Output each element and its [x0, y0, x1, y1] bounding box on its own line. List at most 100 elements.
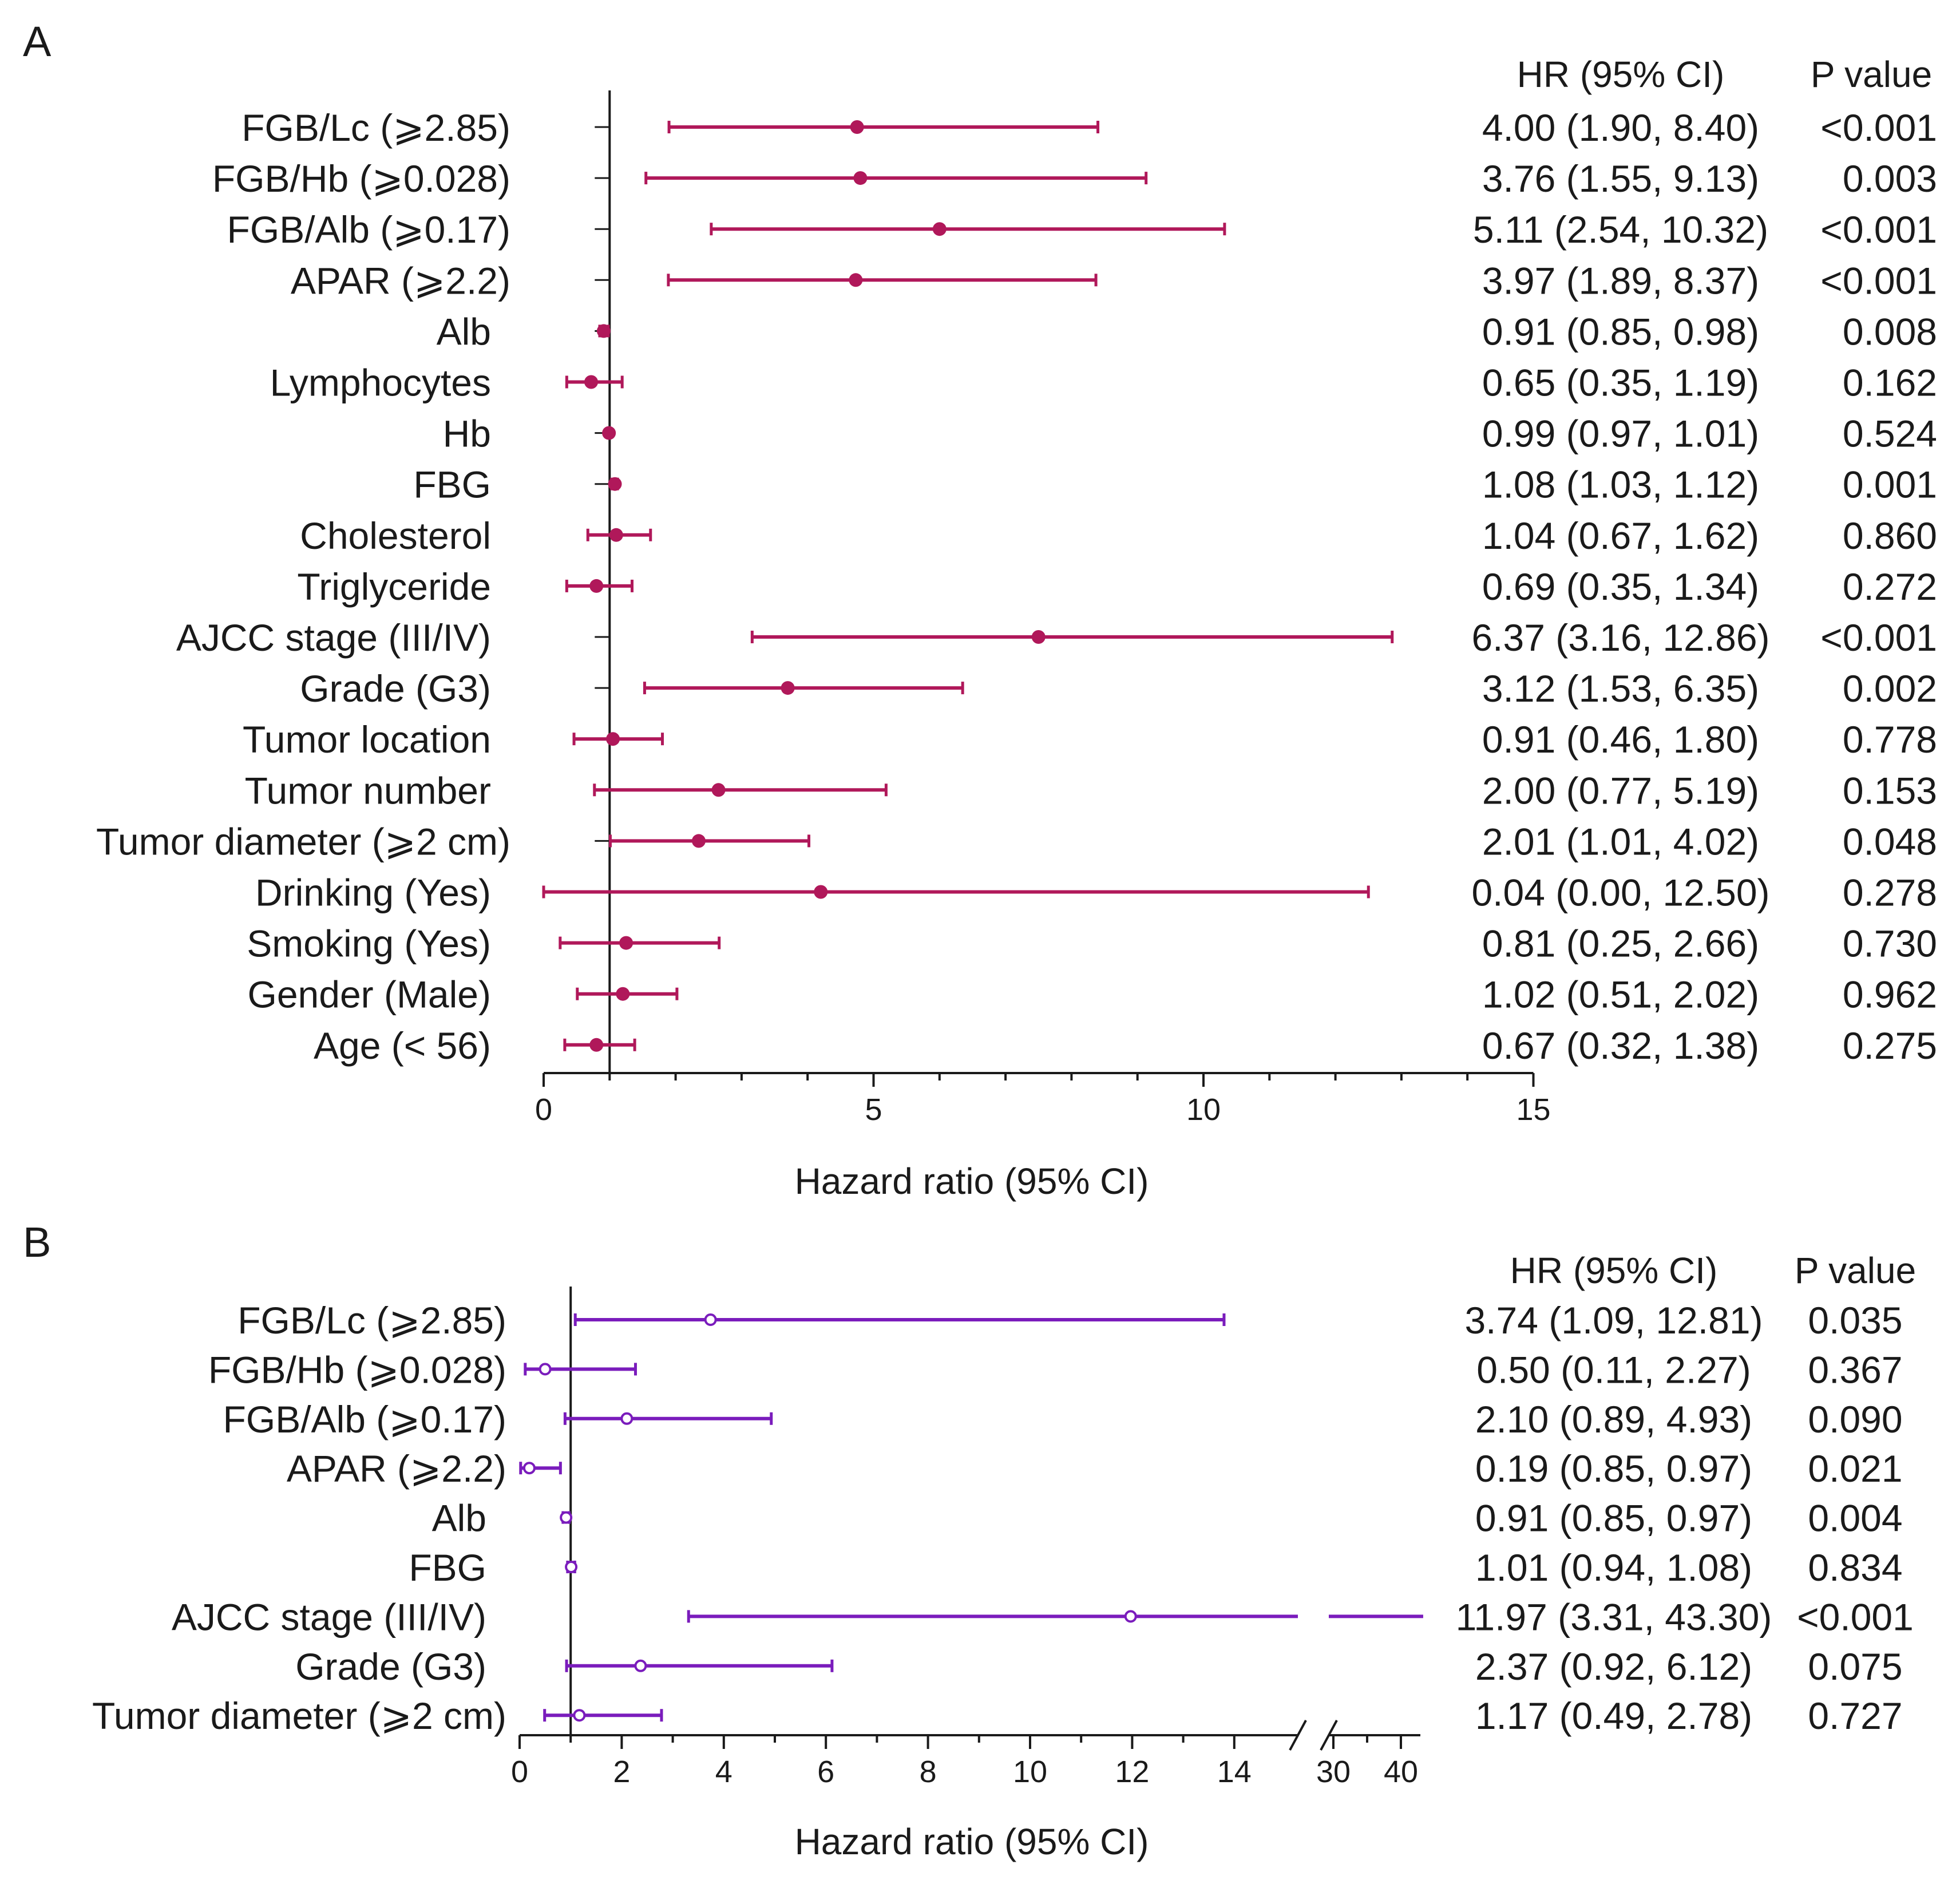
- panel-b-hr-point: [573, 1709, 586, 1722]
- panel-a-hr-point: [616, 987, 630, 1001]
- panel-a-p-value: <0.001: [1820, 208, 1937, 251]
- panel-a-row-label: Tumor diameter (⩾2 cm): [96, 820, 510, 862]
- panel-a-hr-point: [609, 528, 623, 542]
- panel-a-hr-ci-text: 3.97 (1.89, 8.37): [1482, 259, 1759, 302]
- panel-b-x-tick-label: 12: [1115, 1755, 1149, 1789]
- panel-b-x-tick-label: 4: [715, 1755, 732, 1789]
- panel-b-hr-point: [522, 1462, 536, 1475]
- panel-b-p-value: 0.021: [1808, 1447, 1902, 1490]
- panel-b-row-label: FBG: [409, 1546, 486, 1589]
- panel-a-hr-point: [814, 885, 828, 899]
- panel-a-p-value: 0.778: [1843, 718, 1937, 761]
- panel-a-p-value: 0.001: [1843, 464, 1937, 506]
- panel-a-row-label: APAR (⩾2.2): [291, 259, 510, 302]
- panel-a-p-value: 0.962: [1843, 973, 1937, 1016]
- panel-a-hr-point: [853, 171, 868, 185]
- panel-b-hr-point: [538, 1363, 552, 1376]
- panel-b-row-label: AJCC stage (III/IV): [172, 1596, 486, 1638]
- panel-a-row-label: Triglyceride: [297, 565, 491, 608]
- panel-a-row-label: AJCC stage (III/IV): [176, 616, 491, 659]
- panel-b-p-value: 0.834: [1808, 1546, 1902, 1589]
- panel-a-hr-point: [1031, 630, 1046, 644]
- panel-a-hr-ci-text: 1.02 (0.51, 2.02): [1482, 973, 1759, 1016]
- panel-a-hr-ci-text: 0.91 (0.85, 0.98): [1482, 310, 1759, 353]
- panel-a-p-value: <0.001: [1820, 259, 1937, 302]
- panel-b-x-tick-label: 10: [1013, 1755, 1047, 1789]
- panel-a-hr-point: [602, 426, 616, 440]
- panel-a-hr-ci-text: 5.11 (2.54, 10.32): [1473, 208, 1768, 251]
- panel-b-hr-ci-text: 2.37 (0.92, 6.12): [1475, 1645, 1752, 1688]
- panel-b-p-header: P value: [1795, 1250, 1916, 1291]
- panel-a-p-value: <0.001: [1820, 616, 1937, 659]
- panel-a-row-label: Smoking (Yes): [247, 923, 491, 965]
- panel-b-p-value: 0.075: [1808, 1645, 1902, 1688]
- panel-b-hr-ci-text: 0.50 (0.11, 2.27): [1476, 1348, 1751, 1391]
- panel-a-p-value: 0.008: [1843, 310, 1937, 353]
- panel-b-x-tick-label: 8: [920, 1755, 937, 1789]
- panel-b-label: B: [23, 1218, 51, 1266]
- panel-a-row-label: Tumor number: [245, 769, 491, 812]
- panel-a: 0 5 10 15 FGB/Lc (⩾2.85) 4.00 (1.90, 8.40) <0.…: [96, 90, 1937, 1127]
- panel-a-p-value: 0.860: [1843, 514, 1937, 557]
- panel-a-hr-ci-text: 2.00 (0.77, 5.19): [1482, 769, 1759, 812]
- panel-a-hr-point: [589, 579, 604, 593]
- panel-a-hr-ci-text: 0.91 (0.46, 1.80): [1482, 718, 1759, 761]
- panel-a-hr-point: [608, 477, 622, 491]
- panel-b-row-label: APAR (⩾2.2): [287, 1447, 506, 1490]
- panel-a-hr-ci-text: 3.76 (1.55, 9.13): [1482, 157, 1759, 200]
- panel-a-x-tick-label: 0: [535, 1093, 552, 1127]
- panel-b-row-label: FGB/Alb (⩾0.17): [223, 1398, 506, 1440]
- panel-a-hr-point: [850, 120, 864, 134]
- panel-a-p-value: 0.003: [1843, 157, 1937, 200]
- panel-a-x-tick-label: 5: [865, 1093, 882, 1127]
- panel-b-p-value: 0.004: [1808, 1497, 1902, 1539]
- panel-a-hr-ci-text: 3.12 (1.53, 6.35): [1482, 667, 1759, 710]
- panel-a-hr-point: [691, 834, 706, 848]
- panel-b-x-tick-label: 30: [1316, 1755, 1351, 1789]
- panel-a-p-header: P value: [1811, 54, 1932, 95]
- panel-b-hr-header: HR (95% CI): [1510, 1250, 1718, 1291]
- panel-b-p-value: 0.035: [1808, 1299, 1902, 1341]
- panel-a-p-value: 0.048: [1843, 820, 1937, 862]
- panel-b-p-value: 0.090: [1808, 1398, 1902, 1440]
- panel-b-p-value: 0.367: [1808, 1348, 1902, 1391]
- panel-b-x-tick-label: 6: [817, 1755, 834, 1789]
- panel-a-x-tick-label: 10: [1186, 1093, 1221, 1127]
- panel-b-hr-point: [560, 1511, 573, 1524]
- panel-b-hr-ci-text: 0.91 (0.85, 0.97): [1475, 1497, 1752, 1539]
- panel-a-p-value: 0.162: [1843, 362, 1937, 404]
- panel-a-hr-point: [584, 375, 599, 389]
- panel-a-hr-point: [619, 936, 633, 950]
- panel-a-row-label: Cholesterol: [300, 514, 491, 557]
- panel-b-axis-break-mark: [1320, 1720, 1338, 1751]
- panel-b-hr-ci-text: 1.17 (0.49, 2.78): [1475, 1695, 1752, 1737]
- panel-a-hr-ci-text: 0.04 (0.00, 12.50): [1471, 872, 1769, 914]
- panel-a-hr-ci-text: 6.37 (3.16, 12.86): [1471, 616, 1769, 659]
- panel-b-p-value: 0.727: [1808, 1695, 1902, 1737]
- panel-b-p-value: <0.001: [1797, 1596, 1914, 1638]
- panel-a-hr-point: [606, 732, 620, 746]
- panel-a-p-value: 0.524: [1843, 413, 1937, 455]
- panel-b-axis-break-mark: [1289, 1720, 1307, 1751]
- panel-a-p-value: <0.001: [1820, 106, 1937, 149]
- panel-a-p-value: 0.278: [1843, 872, 1937, 914]
- panel-a-row-label: FGB/Alb (⩾0.17): [227, 208, 510, 251]
- panel-b-hr-point: [1124, 1610, 1137, 1623]
- panel-a-hr-ci-text: 0.65 (0.35, 1.19): [1482, 362, 1759, 404]
- panel-a-hr-ci-text: 4.00 (1.90, 8.40): [1482, 106, 1759, 149]
- panel-a-hr-header: HR (95% CI): [1517, 54, 1725, 95]
- panel-a-row-label: FBG: [413, 464, 491, 506]
- panel-b-hr-point: [620, 1412, 633, 1425]
- panel-b-hr-point: [565, 1561, 578, 1573]
- panel-a-hr-point: [781, 681, 795, 695]
- panel-b-row-label: FGB/Hb (⩾0.028): [208, 1348, 506, 1391]
- panel-a-row-label: Gender (Male): [248, 973, 492, 1016]
- panel-a-hr-point: [589, 1038, 604, 1052]
- panel-a-hr-ci-text: 1.08 (1.03, 1.12): [1482, 464, 1759, 506]
- panel-a-hr-ci-text: 2.01 (1.01, 4.02): [1482, 820, 1759, 862]
- panel-b: 0 2 4 6 8 10 12 14 30 40 FGB/Lc (⩾2.85) 3.74 (1.09,…: [92, 1287, 1914, 1789]
- panel-a-row-label: FGB/Lc (⩾2.85): [241, 106, 510, 149]
- panel-b-hr-ci-text: 3.74 (1.09, 12.81): [1464, 1299, 1763, 1341]
- panel-a-hr-ci-text: 0.99 (0.97, 1.01): [1482, 413, 1759, 455]
